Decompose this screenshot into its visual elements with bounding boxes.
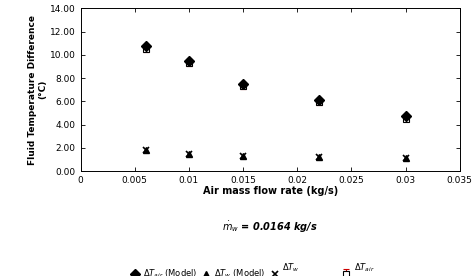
$\mathit{\Delta}$$T_w$ (Model) xyxy=(240,154,246,158)
Line: $\mathit{\Delta}$$T_w$
(Experiment): $\mathit{\Delta}$$T_w$ (Experiment) xyxy=(142,146,409,162)
Text: $\dot{m}_w$ = 0.0164 kg/s: $\dot{m}_w$ = 0.0164 kg/s xyxy=(222,220,318,235)
Line: $\mathit{\Delta}$$T_w$ (Model): $\mathit{\Delta}$$T_w$ (Model) xyxy=(142,147,409,162)
Legend: $\mathit{\Delta}$$T_{air}$ (Model), $\mathit{\Delta}$$T_w$ (Model), $\mathit{\De: $\mathit{\Delta}$$T_{air}$ (Model), $\ma… xyxy=(129,260,411,276)
$\mathit{\Delta}$$T_w$ (Model) xyxy=(186,152,192,155)
Y-axis label: Fluid Temperature Difference
(°C): Fluid Temperature Difference (°C) xyxy=(27,15,47,165)
X-axis label: Air mass flow rate (kg/s): Air mass flow rate (kg/s) xyxy=(202,186,338,196)
$\mathit{\Delta}$$T_w$
(Experiment) xyxy=(316,155,322,159)
$\mathit{\Delta}$$T_{air}$ (Model) xyxy=(143,44,148,47)
Line: $\mathit{\Delta}$$T_{air}$ (Model): $\mathit{\Delta}$$T_{air}$ (Model) xyxy=(142,42,409,120)
$\mathit{\Delta}$$T_w$
(Experiment) xyxy=(240,154,246,158)
$\mathit{\Delta}$$T_w$
(Experiment) xyxy=(403,157,409,160)
$\mathit{\Delta}$$T_w$ (Model) xyxy=(143,148,148,152)
$\mathit{\Delta}$$T_{air}$ (Model) xyxy=(186,59,192,62)
$\mathit{\Delta}$$T_{air}$ (Model) xyxy=(240,82,246,86)
$\mathit{\Delta}$$T_{air}$ (Model) xyxy=(316,99,322,102)
$\mathit{\Delta}$$T_w$
(Experiment) xyxy=(143,148,148,151)
$\mathit{\Delta}$$T_w$ (Model) xyxy=(316,155,322,159)
$\mathit{\Delta}$$T_w$ (Model) xyxy=(403,157,409,160)
$\mathit{\Delta}$$T_w$
(Experiment) xyxy=(186,152,192,155)
$\mathit{\Delta}$$T_{air}$ (Model) xyxy=(403,115,409,118)
